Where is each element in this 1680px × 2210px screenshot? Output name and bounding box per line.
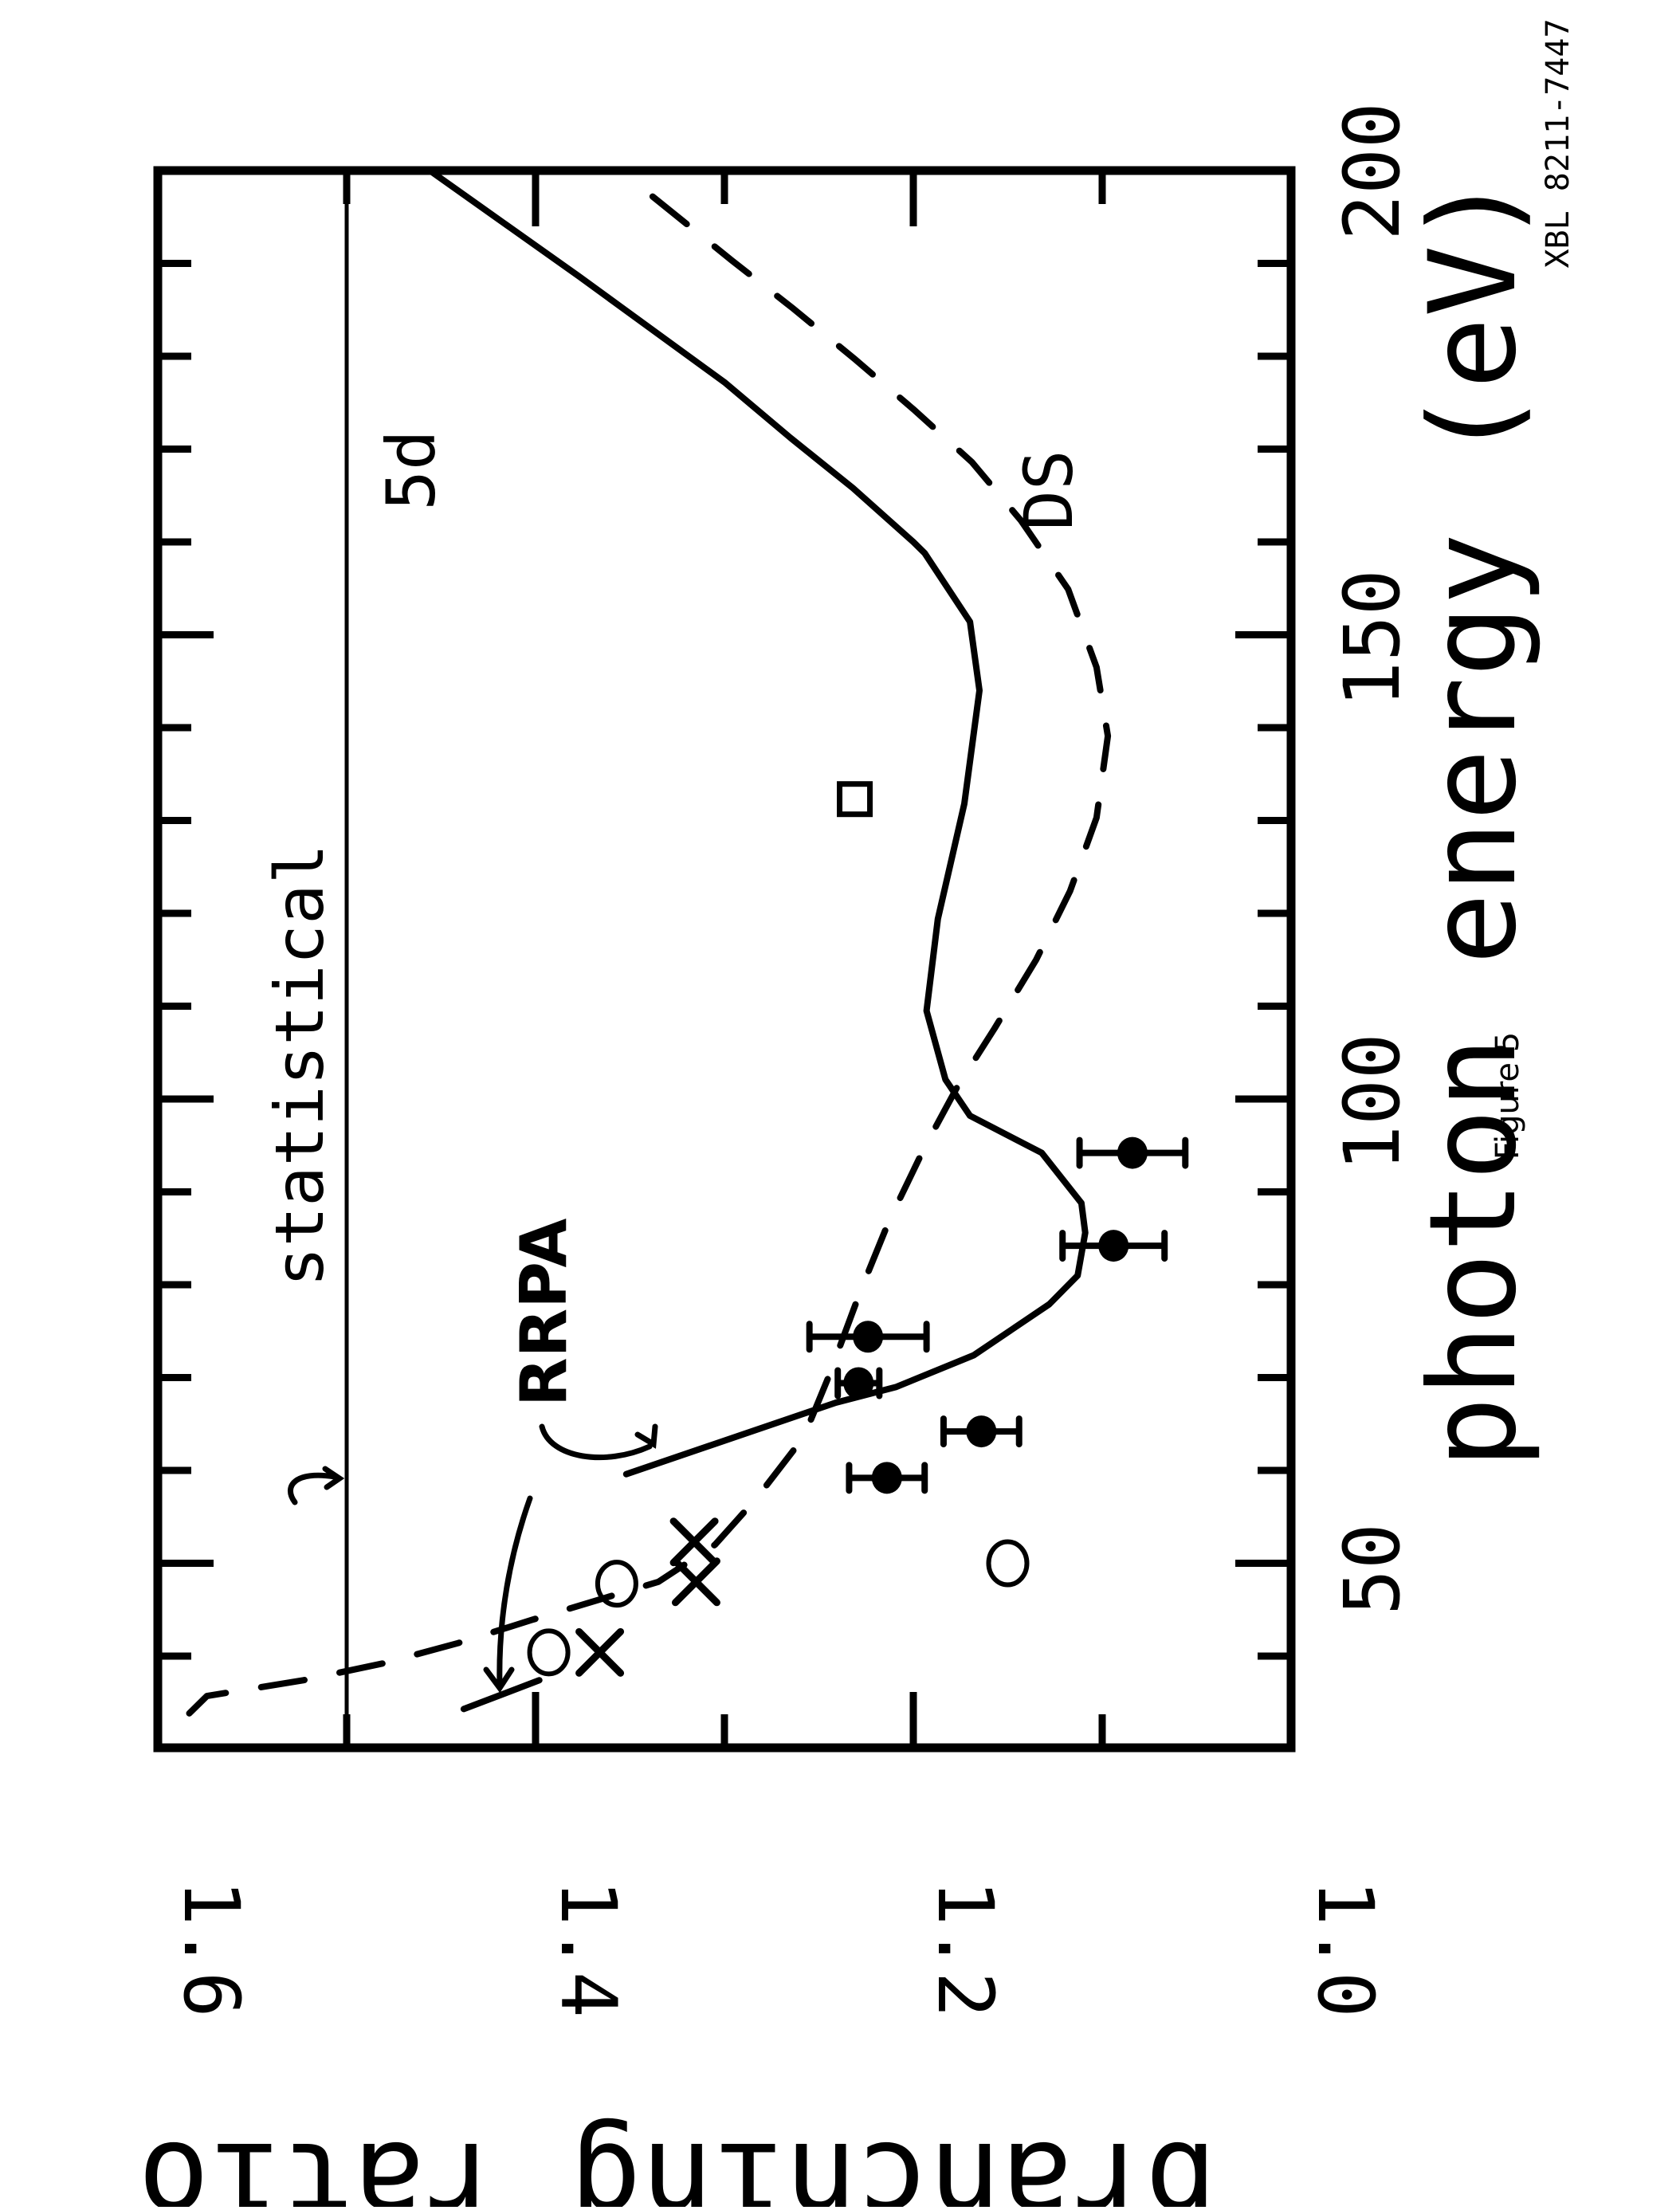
open-circle-marker — [527, 1628, 571, 1677]
statistical-label: statistical — [261, 844, 339, 1287]
x-axis-title: photon energy (eV) — [1404, 173, 1543, 1469]
rrpa-arrow-down-icon — [483, 1495, 533, 1694]
open-circle-marker — [595, 1560, 638, 1608]
y-tick-1-0: 1.0 — [1301, 1879, 1390, 2017]
subshell-label: 5d — [372, 430, 450, 510]
open-square-marker — [837, 781, 873, 818]
figure-code: XBL 8211-7447 — [1540, 18, 1576, 268]
x-tick-150: 150 — [1328, 569, 1417, 707]
filled-circle-marker — [966, 1415, 997, 1448]
data-markers — [527, 781, 1189, 1677]
y-tick-labels: 1.6 1.4 1.2 1.0 — [167, 1879, 1390, 2017]
filled-circle-marker — [843, 1367, 874, 1399]
cross-marker — [669, 1517, 719, 1567]
ds-curve — [173, 193, 1112, 1729]
filled-circle-marker — [853, 1321, 884, 1353]
axis-ticks — [158, 171, 1291, 1748]
statistical-arrow-icon — [288, 1466, 345, 1505]
figure-caption: Figure 5 — [1490, 1032, 1526, 1160]
y-tick-1-2: 1.2 — [920, 1879, 1010, 2017]
rrpa-arrow-up-icon — [539, 1423, 658, 1461]
x-tick-200: 200 — [1328, 102, 1417, 240]
ds-label: DS — [1010, 449, 1088, 530]
y-tick-1-6: 1.6 — [167, 1879, 256, 2017]
y-axis-title: branching ratio — [138, 2115, 1218, 2207]
rrpa-curve — [426, 167, 1089, 1478]
x-tick-50: 50 — [1328, 1523, 1417, 1615]
filled-circle-marker — [1098, 1230, 1129, 1262]
rrpa-curve — [460, 1677, 543, 1713]
curves — [173, 167, 1112, 1742]
cross-marker — [671, 1557, 720, 1607]
cross-marker — [575, 1627, 625, 1677]
y-tick-1-4: 1.4 — [544, 1879, 633, 2017]
filled-circle-marker — [1117, 1136, 1148, 1169]
open-circle-marker — [986, 1539, 1030, 1588]
x-tick-labels: 50 100 150 200 — [1328, 102, 1417, 1615]
x-tick-100: 100 — [1328, 1033, 1417, 1171]
filled-circle-marker — [871, 1462, 902, 1494]
rrpa-label: RRPA — [507, 1219, 581, 1407]
